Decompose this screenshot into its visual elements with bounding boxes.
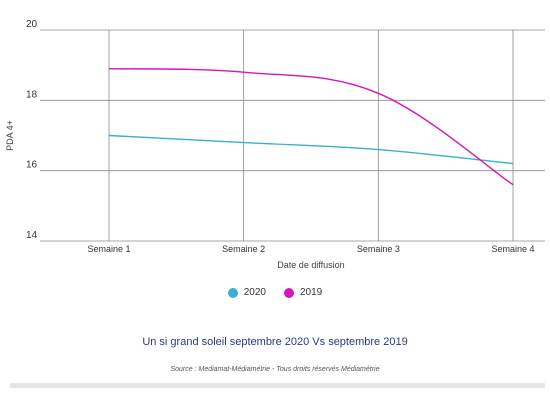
series-line-2020: [108, 134, 514, 165]
legend: 2020 2019: [0, 287, 550, 298]
chart-area: Date de diffusion PDA 4+ 14 16 18 20 Semaine…: [5, 19, 545, 270]
legend-label-2020: 2020: [243, 287, 266, 298]
x-tick-label: Semaine 4: [491, 244, 534, 254]
y-tick-label: 16: [26, 160, 38, 171]
y-tick-label: 20: [26, 19, 38, 30]
chart-title: Un si grand soleil septembre 2020 Vs sep…: [142, 336, 408, 348]
labels-layer: Date de diffusion PDA 4+ 14 16 18 20 Semaine…: [5, 19, 535, 270]
series-line-2019: [108, 67, 514, 186]
legend-swatch-2019: [284, 287, 294, 298]
x-tick-label: Semaine 1: [87, 244, 130, 254]
legend-item-2020[interactable]: 2020: [227, 287, 266, 298]
line-chart: Date de diffusion PDA 4+ 14 16 18 20 Semaine…: [5, 19, 545, 270]
legend-item-2019[interactable]: 2019: [284, 287, 322, 298]
x-tick-label: Semaine 2: [222, 244, 265, 254]
chart-source: Source : Mediamat-Médiamétrie - Tous dro…: [170, 366, 380, 373]
x-axis-label: Date de diffusion: [277, 260, 344, 270]
series-layer: [108, 67, 514, 186]
legend-label-2019: 2019: [300, 287, 323, 298]
y-axis-label: PDA 4+: [5, 120, 15, 151]
bottom-divider: [10, 383, 545, 388]
legend-swatch-2020: [227, 287, 238, 298]
y-tick-label: 18: [26, 89, 38, 100]
x-tick-label: Semaine 3: [357, 244, 400, 254]
y-tick-label: 14: [26, 230, 38, 241]
